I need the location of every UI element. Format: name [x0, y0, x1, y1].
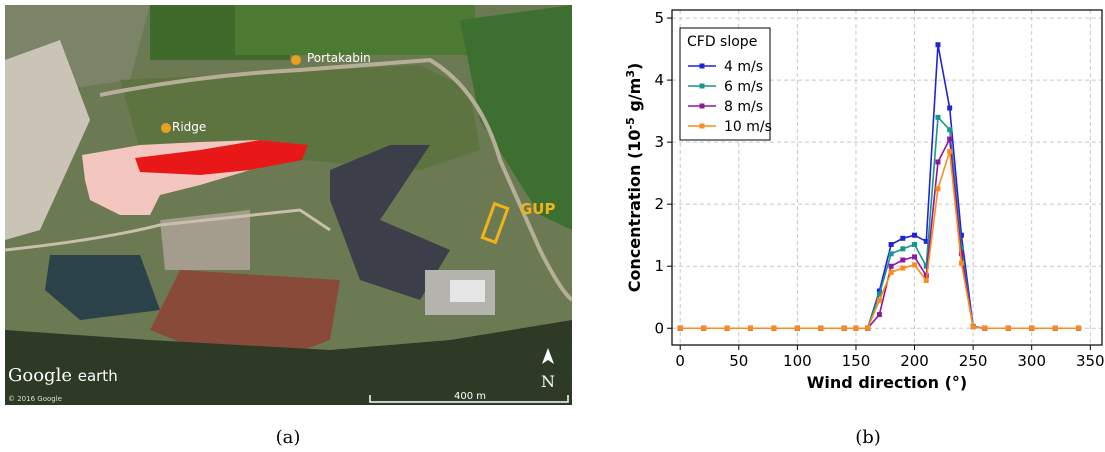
series-marker	[888, 251, 894, 257]
series-marker	[958, 251, 964, 257]
legend-label: 8 m/s	[724, 99, 763, 115]
y-tick-label: 1	[654, 257, 664, 275]
x-tick-label: 250	[959, 352, 988, 370]
series-marker	[724, 325, 730, 331]
series-marker	[677, 325, 683, 331]
y-axis-label-part: )	[625, 63, 644, 70]
series-marker	[1052, 325, 1058, 331]
series-marker	[947, 127, 953, 133]
legend-label: 6 m/s	[724, 79, 763, 95]
legend-label: 10 m/s	[724, 119, 772, 135]
x-tick-label: 0	[675, 352, 685, 370]
legend-swatch	[699, 63, 705, 69]
x-tick-label: 150	[842, 352, 871, 370]
brand-earth: earth	[78, 367, 118, 385]
series-marker	[841, 325, 847, 331]
y-axis-label: Concentration (10-5 g/m3)	[624, 63, 645, 293]
series-marker	[900, 257, 906, 263]
series-marker	[900, 235, 906, 241]
y-axis-label-part: 3	[624, 70, 637, 78]
series-marker	[912, 232, 918, 238]
copyright: © 2016 Google	[8, 395, 62, 403]
place-label: GUP	[520, 200, 556, 218]
caption: (b)	[855, 427, 881, 448]
series-marker	[912, 262, 918, 268]
series-marker	[912, 254, 918, 260]
legend-title: CFD slope	[687, 34, 757, 50]
series-marker	[888, 263, 894, 269]
series-marker	[853, 325, 859, 331]
legend-swatch	[699, 83, 705, 89]
plot-frame	[671, 9, 1103, 346]
series-marker	[935, 159, 941, 165]
scale-label: 400 m	[454, 391, 486, 402]
legend-label: 4 m/s	[724, 59, 763, 75]
series-marker	[771, 325, 777, 331]
series-marker	[947, 136, 953, 142]
series-marker	[900, 246, 906, 252]
series-marker	[982, 325, 988, 331]
series-line	[680, 151, 1079, 330]
y-tick-label: 5	[654, 9, 664, 27]
series-marker	[970, 324, 976, 330]
legend-box	[679, 27, 771, 141]
legend-swatch	[699, 123, 705, 129]
north-label: N	[541, 372, 555, 391]
series-marker	[935, 42, 941, 48]
series-marker	[935, 186, 941, 192]
series-marker	[876, 297, 882, 303]
x-tick-label: 100	[783, 352, 812, 370]
series-marker	[701, 325, 707, 331]
caption: (a)	[276, 427, 301, 448]
series-marker	[912, 242, 918, 247]
x-axis-label: Wind direction (°)	[807, 373, 967, 392]
series-marker	[748, 325, 754, 331]
series-marker	[947, 148, 953, 154]
series-marker	[876, 288, 882, 294]
x-tick-label: 300	[1017, 352, 1046, 370]
series-marker	[923, 263, 929, 269]
series-marker	[923, 277, 929, 283]
series-marker	[935, 114, 941, 120]
x-tick-label: 350	[1076, 352, 1105, 370]
series-marker	[888, 242, 894, 247]
series-marker	[876, 291, 882, 297]
y-axis-label-part: g/m	[625, 78, 644, 118]
series-marker	[1005, 325, 1011, 331]
series-marker	[1076, 325, 1082, 331]
series-marker	[947, 105, 953, 111]
series-marker	[958, 260, 964, 266]
series-marker	[888, 269, 894, 275]
brand-google: Google	[8, 365, 72, 386]
x-tick-label: 200	[900, 352, 929, 370]
place-label: Portakabin	[307, 51, 371, 65]
brand: Google earth	[8, 365, 118, 386]
series-marker	[794, 325, 800, 331]
series-marker	[818, 325, 824, 331]
y-axis-label-part: -5	[624, 117, 637, 129]
y-tick-label: 3	[654, 133, 664, 151]
series-marker	[876, 312, 882, 318]
place-label: Ridge	[172, 120, 206, 134]
series-marker	[900, 265, 906, 271]
series-marker	[958, 232, 964, 238]
y-tick-label: 0	[654, 319, 664, 337]
y-tick-label: 2	[654, 195, 664, 213]
y-tick-label: 4	[654, 71, 664, 89]
series-marker	[1029, 325, 1035, 331]
legend-swatch	[699, 103, 705, 109]
satellite-image: Portakabin Ridge GUP Google earth © 2016…	[5, 5, 572, 405]
y-axis-label-part: Concentration (10	[625, 129, 644, 292]
series-marker	[865, 325, 871, 331]
series-marker	[923, 238, 929, 244]
x-tick-label: 50	[729, 352, 748, 370]
